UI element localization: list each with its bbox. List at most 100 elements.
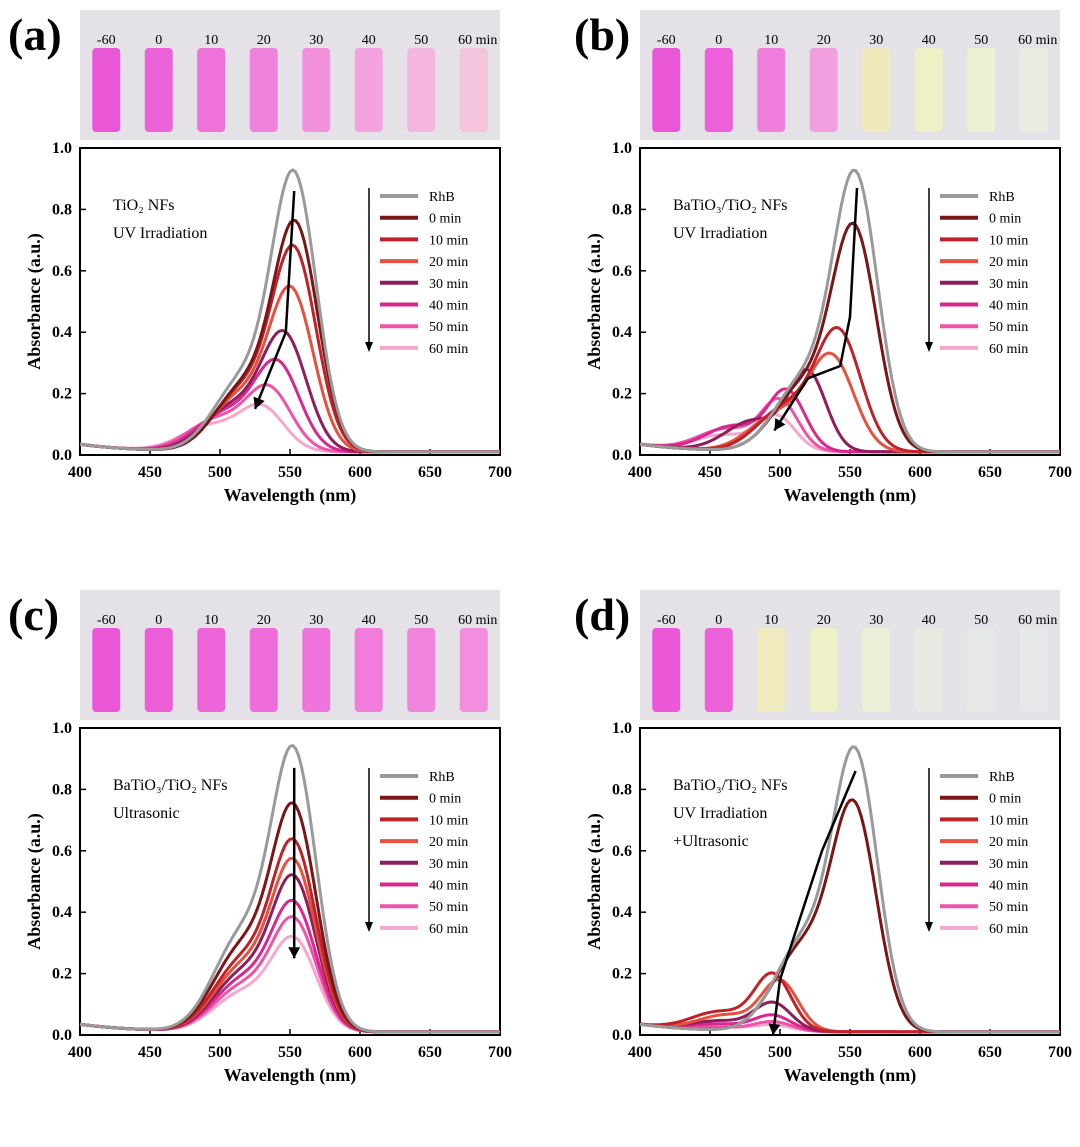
x-axis-title: Wavelength (nm): [224, 1065, 357, 1086]
vial-label: -60: [97, 613, 116, 628]
vial-label: 0: [155, 33, 162, 48]
legend: RhB 0 min 10 min 20 min 30 min 40 min 50…: [365, 768, 468, 937]
vial-photo: [80, 590, 500, 720]
x-tick-label: 700: [1048, 464, 1072, 481]
legend-entry: 60 min: [429, 922, 468, 937]
series-line-RhB: [79, 744, 500, 1034]
panel-c: (c) 400 450 500 550 600 650 700 0.0 0.2 …: [0, 580, 540, 1142]
legend-entry: 10 min: [429, 813, 468, 828]
legend-entry: 60 min: [989, 922, 1028, 937]
y-tick-label: 0.0: [52, 447, 72, 464]
legend-entry: 10 min: [989, 233, 1028, 248]
vial: [809, 48, 838, 132]
trend-arrow: [773, 187, 859, 432]
condition-annotation: BaTiO₃/TiO₂ NFs Ultrasonic: [113, 777, 227, 822]
trend-arrow: [253, 190, 296, 410]
vial: [302, 628, 331, 712]
x-axis-title: Wavelength (nm): [784, 1065, 917, 1086]
legend-entry: 50 min: [989, 320, 1028, 335]
series-line-30-min: [79, 873, 500, 1034]
y-tick-label: 0.2: [612, 966, 632, 983]
trend-arrow-head: [774, 417, 786, 431]
vial-label: -60: [97, 33, 116, 48]
y-axis-title: Absorbance (a.u.): [584, 813, 605, 950]
y-tick-label: 0.4: [52, 324, 72, 341]
vial: [197, 48, 226, 132]
vial: [757, 628, 786, 712]
trend-arrow-head: [253, 396, 265, 409]
vial-time-labels: -60 0 10 20 30 40 50 60 min: [97, 33, 497, 48]
legend: RhB 0 min 10 min 20 min 30 min 40 min 50…: [365, 188, 468, 357]
legend-entry: 50 min: [429, 320, 468, 335]
vial-label: 60 min: [458, 33, 497, 48]
vial-label: -60: [657, 33, 676, 48]
vial-time-labels: -60 0 10 20 30 40 50 60 min: [657, 613, 1057, 628]
legend-entry: 60 min: [989, 342, 1028, 357]
vial: [704, 48, 733, 132]
x-axis-title: Wavelength (nm): [784, 485, 917, 506]
vial-label: 60 min: [1018, 613, 1057, 628]
legend-entry: 20 min: [989, 255, 1028, 270]
x-tick-label: 400: [628, 464, 652, 481]
x-tick-label: 700: [1048, 1044, 1072, 1061]
y-tick-label: 0.8: [612, 781, 632, 798]
series-line-40-min: [79, 898, 500, 1034]
y-tick-labels: 0.0 0.2 0.4 0.6 0.8 1.0: [612, 720, 632, 1044]
vial-label: 30: [309, 613, 323, 628]
y-tick-label: 0.6: [612, 843, 632, 860]
x-tick-label: 500: [208, 1044, 232, 1061]
legend-entry: 20 min: [429, 255, 468, 270]
annotation-line: UV Irradiation: [113, 225, 207, 242]
x-tick-label: 500: [208, 464, 232, 481]
legend-entry: 40 min: [989, 299, 1028, 314]
panel-a-svg: (a) 400 450 500 550 600 650 700 0.0 0.2 …: [8, 9, 512, 506]
vial-label: 20: [817, 33, 831, 48]
vial: [354, 48, 383, 132]
legend-entry: 0 min: [989, 212, 1021, 227]
annotation-line: Ultrasonic: [113, 805, 180, 822]
x-tick-label: 700: [488, 464, 512, 481]
y-tick-label: 0.0: [612, 447, 632, 464]
vial: [459, 48, 488, 132]
vial: [1019, 628, 1048, 712]
trend-arrow: [768, 770, 857, 1036]
x-tick-label: 450: [698, 1044, 722, 1061]
legend-down-arrow-head: [365, 342, 373, 352]
y-tick-labels: 0.0 0.2 0.4 0.6 0.8 1.0: [52, 140, 72, 464]
series-line-60-min: [79, 934, 500, 1034]
x-axis-title: Wavelength (nm): [224, 485, 357, 506]
vial: [652, 48, 681, 132]
x-tick-label: 400: [68, 1044, 92, 1061]
x-tick-label: 500: [768, 464, 792, 481]
vial: [92, 628, 121, 712]
y-tick-label: 0.6: [52, 263, 72, 280]
series-line-50-min: [79, 383, 500, 454]
y-tick-labels: 0.0 0.2 0.4 0.6 0.8 1.0: [612, 140, 632, 464]
vial-time-labels: -60 0 10 20 30 40 50 60 min: [657, 33, 1057, 48]
series-line-RhB: [79, 168, 500, 454]
vial: [302, 48, 331, 132]
legend-entry: 30 min: [989, 277, 1028, 292]
y-tick-label: 0.2: [52, 966, 72, 983]
x-tick-labels: 400 450 500 550 600 650 700: [68, 464, 512, 481]
y-axis-title: Absorbance (a.u.): [584, 233, 605, 370]
y-tick-label: 0.8: [52, 201, 72, 218]
y-tick-label: 0.6: [52, 843, 72, 860]
y-tick-label: 1.0: [612, 720, 632, 737]
trend-arrow-shaft: [773, 187, 859, 432]
legend-entry: 60 min: [429, 342, 468, 357]
series-curves: [639, 168, 1060, 454]
series-curves: [79, 168, 500, 454]
x-tick-label: 650: [418, 464, 442, 481]
x-tick-label: 550: [278, 1044, 302, 1061]
x-tick-label: 550: [278, 464, 302, 481]
y-tick-label: 0.8: [612, 201, 632, 218]
x-tick-label: 650: [978, 1044, 1002, 1061]
x-tick-label: 450: [698, 464, 722, 481]
vial-label: 60 min: [1018, 33, 1057, 48]
legend: RhB 0 min 10 min 20 min 30 min 40 min 50…: [925, 768, 1028, 937]
x-tick-label: 600: [908, 464, 932, 481]
vial-label: 50: [974, 33, 988, 48]
vial: [809, 628, 838, 712]
vial-label: 50: [414, 613, 428, 628]
